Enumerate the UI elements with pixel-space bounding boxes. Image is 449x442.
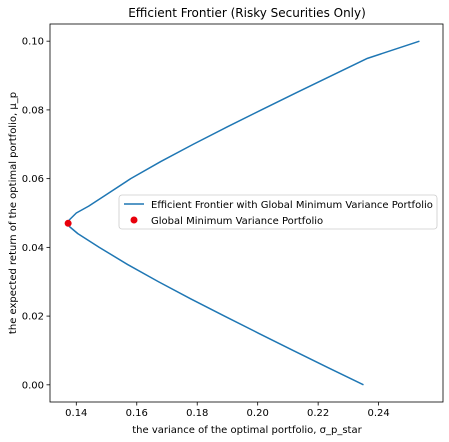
series-layer <box>64 40 420 386</box>
y-axis-ticks: 0.00 0.02 0.04 0.06 0.08 0.10 <box>22 37 50 391</box>
y-tick-label: 0.04 <box>22 243 44 254</box>
plot-frame <box>49 23 444 403</box>
x-tick-label: 0.18 <box>186 408 208 419</box>
legend-box <box>118 194 438 230</box>
y-tick-label: 0.02 <box>22 312 44 323</box>
y-tick-label: 0.06 <box>22 174 44 185</box>
frontier-line <box>67 40 420 386</box>
legend-entry-frontier: Efficient Frontier with Global Minimum V… <box>151 200 433 211</box>
x-tick-label: 0.20 <box>247 408 269 419</box>
x-tick-label: 0.24 <box>367 408 389 419</box>
legend: Efficient Frontier with Global Minimum V… <box>118 194 438 230</box>
x-tick-label: 0.14 <box>65 408 87 419</box>
x-tick-label: 0.22 <box>307 408 329 419</box>
y-axis-label: the expected return of the optimal portf… <box>8 92 19 334</box>
gmv-point <box>64 219 72 227</box>
legend-dot-swatch <box>130 216 138 224</box>
x-axis-ticks: 0.14 0.16 0.18 0.20 0.22 0.24 <box>65 402 390 419</box>
y-tick-label: 0.10 <box>22 37 44 48</box>
y-tick-label: 0.08 <box>22 105 44 116</box>
legend-entry-gmv: Global Minimum Variance Portfolio <box>151 216 323 227</box>
x-axis-label: the variance of the optimal portfolio, σ… <box>132 425 362 436</box>
x-tick-label: 0.16 <box>126 408 148 419</box>
y-tick-label: 0.00 <box>22 380 44 391</box>
chart-title: Efficient Frontier (Risky Securities Onl… <box>128 6 366 20</box>
